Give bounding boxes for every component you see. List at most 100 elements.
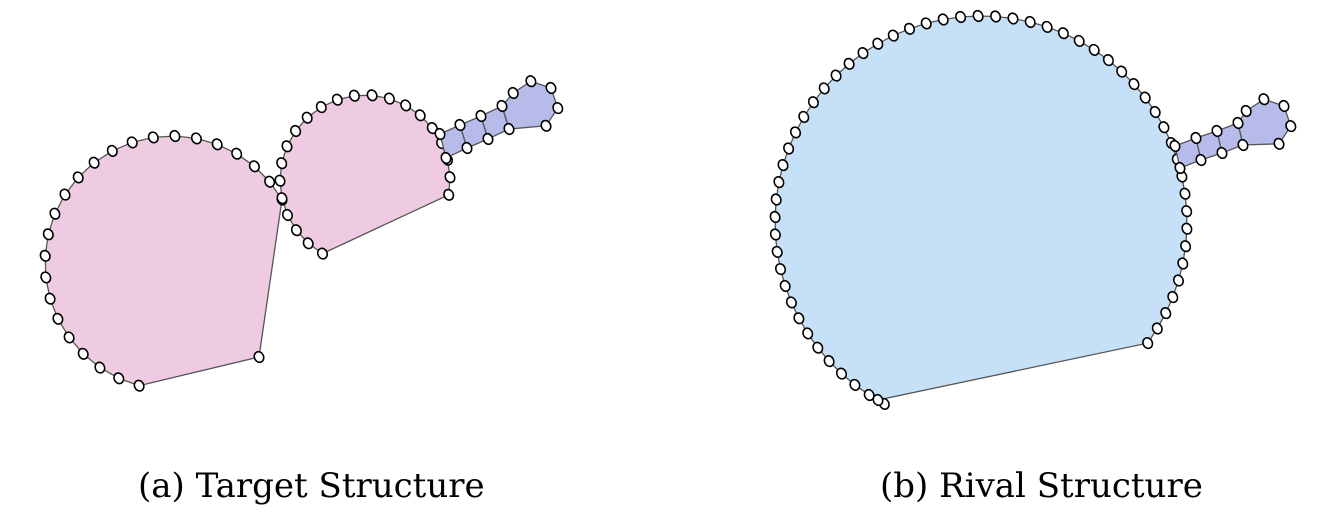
nucleotide-node — [1158, 121, 1170, 134]
nucleotide-node — [872, 393, 884, 407]
nucleotide-node — [777, 159, 789, 172]
nucleotide-node — [1237, 138, 1249, 152]
nucleotide-node — [248, 160, 260, 173]
nucleotide-node — [301, 111, 313, 124]
nucleotide-node — [770, 193, 782, 206]
nucleotide-node — [77, 347, 89, 360]
nucleotide-node — [990, 10, 1002, 23]
rival-structure-diagram — [769, 9, 1297, 410]
nucleotide-node — [276, 157, 288, 170]
nucleotide-node — [40, 271, 52, 284]
nucleotide-node — [434, 127, 446, 141]
nucleotide-node — [779, 279, 791, 293]
nucleotide-node — [348, 89, 360, 102]
nucleotide-node — [789, 126, 802, 139]
nucleotide-node — [545, 81, 557, 95]
nucleotide-node — [507, 86, 519, 100]
nucleotide-node — [903, 22, 916, 35]
nucleotide-node — [274, 174, 286, 187]
nucleotide-node — [461, 141, 473, 155]
caption-rival-structure: (b) Rival Structure — [880, 466, 1203, 506]
nucleotide-node — [1116, 65, 1128, 78]
nucleotide-node — [1181, 222, 1193, 235]
nucleotide-node — [39, 249, 51, 262]
nucleotide-node — [42, 228, 54, 241]
caption-target-structure: (a) Target Structure — [138, 466, 485, 506]
nucleotide-node — [290, 124, 302, 138]
nucleotide-node — [1232, 116, 1244, 130]
nucleotide-node — [63, 331, 75, 344]
nucleotide-node — [1278, 99, 1290, 113]
nucleotide-node — [1273, 137, 1285, 150]
nucleotide-node — [72, 171, 84, 184]
nucleotide-node — [482, 132, 494, 146]
nucleotide-node — [169, 129, 181, 143]
nucleotide-node — [872, 37, 884, 50]
nucleotide-node — [1240, 104, 1252, 118]
nucleotide-node — [383, 92, 395, 105]
nucleotide-node — [52, 312, 64, 325]
nucleotide-node — [807, 96, 819, 109]
nucleotide-node — [113, 372, 125, 385]
nucleotide-node — [443, 188, 455, 201]
nucleotide-node — [1216, 146, 1228, 160]
nucleotide-node — [1073, 34, 1085, 47]
nucleotide-node — [1142, 337, 1154, 350]
nucleotide-node — [496, 99, 508, 113]
nucleotide-node — [231, 147, 243, 160]
nucleotide-node — [400, 99, 412, 112]
nucleotide-node — [774, 263, 787, 276]
nucleotide-node — [818, 82, 830, 95]
nucleotide-node — [1190, 131, 1202, 145]
nucleotide-node — [793, 312, 805, 325]
nucleotide-node — [823, 355, 835, 368]
nucleotide-node — [1181, 205, 1193, 218]
nucleotide-node — [769, 210, 781, 224]
nucleotide-node — [88, 156, 100, 169]
nucleotide-node — [835, 367, 848, 380]
nucleotide-node — [1211, 124, 1223, 138]
nucleotide-node — [281, 140, 293, 153]
nucleotide-node — [315, 101, 327, 114]
nucleotide-node — [955, 10, 967, 24]
nucleotide-node — [1057, 27, 1069, 40]
nucleotide-node — [302, 237, 314, 250]
nucleotide-node — [937, 13, 949, 26]
nucleotide-node — [887, 29, 899, 42]
nucleotide-node — [211, 138, 223, 151]
nucleotide-node — [366, 89, 378, 102]
nucleotide-node — [316, 247, 329, 260]
nucleotide-node — [190, 132, 202, 145]
nucleotide-node — [783, 142, 795, 155]
nucleotide-node — [1007, 12, 1019, 25]
nucleotide-node — [1160, 307, 1172, 320]
nucleotide-node — [444, 171, 456, 184]
nucleotide-node — [540, 119, 552, 132]
target-structure-diagram — [39, 75, 564, 392]
nucleotide-node — [440, 151, 452, 165]
nucleotide-node — [1177, 257, 1189, 270]
nucleotide-node — [276, 192, 288, 205]
nucleotide-node — [1139, 91, 1151, 104]
nucleotide-node — [1151, 322, 1163, 335]
nucleotide-node — [1088, 43, 1100, 56]
nucleotide-node — [920, 17, 932, 30]
nucleotide-node — [1167, 291, 1179, 304]
nucleotide-node — [281, 208, 294, 222]
nucleotide-node — [253, 350, 265, 364]
nucleotide-node — [812, 341, 824, 354]
nucleotide-node — [1024, 15, 1036, 29]
nucleotide-node — [1041, 20, 1053, 33]
nucleotide-node — [798, 110, 810, 123]
nucleotide-node — [1180, 240, 1192, 253]
nucleotide-node — [49, 207, 61, 220]
nucleotide-node — [525, 75, 537, 88]
nucleotide-node — [1102, 54, 1114, 67]
nucleotide-node — [475, 109, 487, 123]
nucleotide-node — [126, 136, 138, 149]
nucleotide-node — [1258, 93, 1270, 106]
nucleotide-node — [843, 57, 855, 70]
nucleotide-node — [44, 292, 56, 305]
nucleotide-node — [414, 109, 426, 122]
nucleotide-node — [133, 379, 145, 392]
